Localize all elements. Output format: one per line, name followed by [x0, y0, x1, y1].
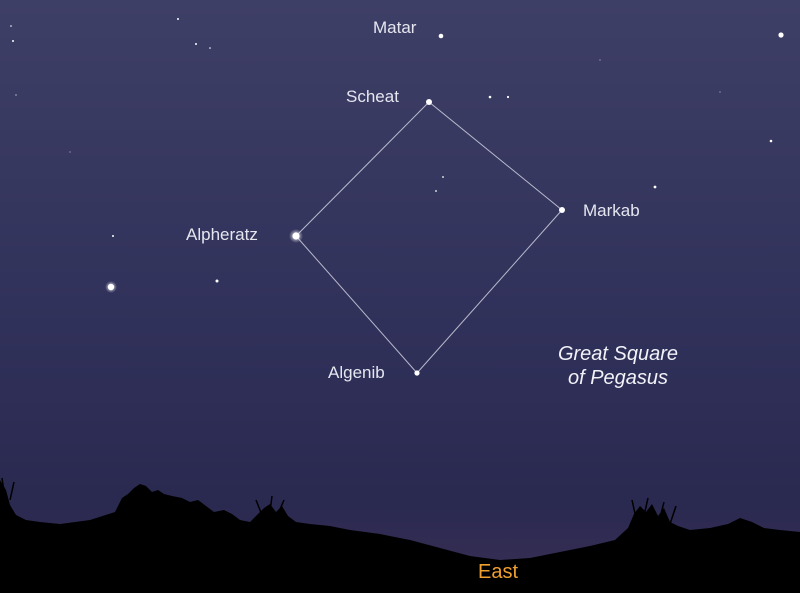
- line-alpheratz-scheat: [295, 101, 430, 237]
- field-star: [435, 190, 437, 192]
- star-alpheratz: [292, 232, 300, 240]
- label-matar: Matar: [373, 18, 417, 37]
- label-algenib: Algenib: [328, 363, 385, 382]
- field-star: [769, 139, 773, 143]
- star-markab: [559, 207, 565, 213]
- line-algenib-alpheratz: [295, 235, 418, 374]
- star-algenib: [414, 370, 420, 376]
- field-star: [442, 176, 444, 178]
- field-star: [177, 18, 179, 20]
- field-star: [719, 91, 721, 93]
- field-star: [69, 151, 71, 153]
- line-markab-algenib: [416, 209, 563, 374]
- field-star: [15, 94, 17, 96]
- field-star: [195, 43, 197, 45]
- tree-branches: [1, 477, 677, 525]
- field-stars: [10, 18, 784, 293]
- field-star-bright: [107, 283, 115, 291]
- field-star: [506, 95, 510, 99]
- compass-direction-label: East: [478, 561, 519, 583]
- field-star: [488, 95, 492, 99]
- great-square-outline: [295, 101, 563, 374]
- field-star: [112, 235, 114, 237]
- field-star: [599, 59, 601, 61]
- asterism-title: Great Square of Pegasus: [528, 342, 708, 390]
- asterism-title-line2: of Pegasus: [567, 367, 669, 389]
- field-star: [10, 25, 12, 27]
- field-star: [215, 279, 219, 283]
- field-star: [12, 40, 14, 42]
- star-matar: [438, 33, 444, 39]
- field-star: [778, 32, 784, 38]
- label-alpheratz: Alpheratz: [186, 225, 258, 244]
- line-scheat-markab: [428, 101, 563, 211]
- asterism-title-line1: Great Square: [557, 343, 679, 365]
- label-markab: Markab: [583, 201, 640, 220]
- star-scheat: [426, 99, 432, 105]
- named-stars: [289, 33, 565, 376]
- horizon-silhouette: [0, 480, 800, 593]
- field-star: [653, 185, 657, 189]
- label-scheat: Scheat: [346, 87, 399, 106]
- field-star: [209, 47, 211, 49]
